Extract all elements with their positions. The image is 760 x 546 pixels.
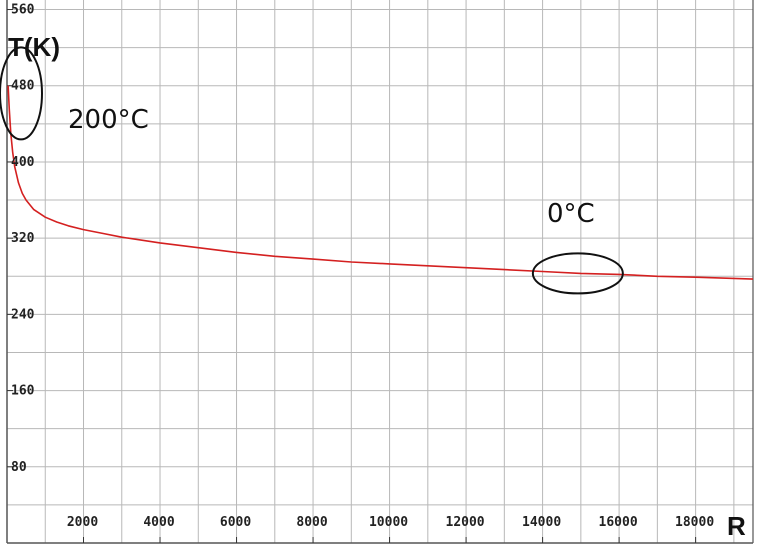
y-tick-label: 560 — [11, 3, 35, 18]
x-axis-label: R — [727, 511, 746, 541]
y-tick-label: 400 — [11, 155, 35, 170]
axes — [6, 0, 754, 544]
x-tick-label: 4000 — [143, 515, 174, 530]
x-tick-label: 18000 — [675, 515, 714, 530]
annotations: 200°C 0°C — [0, 46, 624, 295]
tick-labels: 80 160 240 320 400 480 560 2000 4000 6000 8000 1000… — [11, 3, 714, 530]
series-line — [7, 85, 754, 280]
y-tick-label: 80 — [11, 460, 27, 475]
x-tick-label: 2000 — [67, 515, 98, 530]
series-group — [7, 85, 754, 280]
x-tick-label: 6000 — [220, 515, 251, 530]
annotation-ellipse-0c — [531, 252, 624, 295]
x-tick-label: 10000 — [369, 515, 408, 530]
grid-lines — [7, 0, 753, 543]
y-tick-label: 480 — [11, 79, 35, 94]
annotation-label-0c: 0°C — [547, 199, 595, 229]
y-tick-label: 160 — [11, 384, 35, 399]
annotation-ellipse-200c — [0, 46, 43, 141]
y-axis-label: T(K) — [8, 32, 60, 62]
annotation-label-200c: 200°C — [68, 105, 149, 135]
x-tick-label: 16000 — [599, 515, 638, 530]
y-tick-label: 240 — [11, 307, 35, 322]
x-tick-label: 14000 — [522, 515, 561, 530]
y-tick-label: 320 — [11, 231, 35, 246]
x-tick-label: 12000 — [446, 515, 485, 530]
x-tick-label: 8000 — [296, 515, 327, 530]
